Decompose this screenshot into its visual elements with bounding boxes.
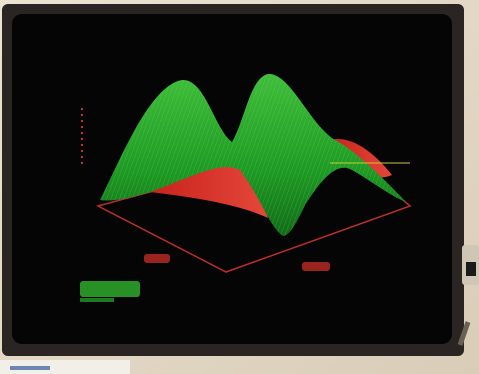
logo-blur [80,281,140,297]
logo-blur [80,298,114,302]
paper [0,360,130,374]
axis-label-blur [144,254,170,263]
paper-text-blur [10,366,50,370]
axis-label-blur [302,262,330,271]
pen [457,321,471,346]
surface-mesh [100,73,406,236]
device-display [466,262,476,276]
surface-underside [150,165,268,218]
